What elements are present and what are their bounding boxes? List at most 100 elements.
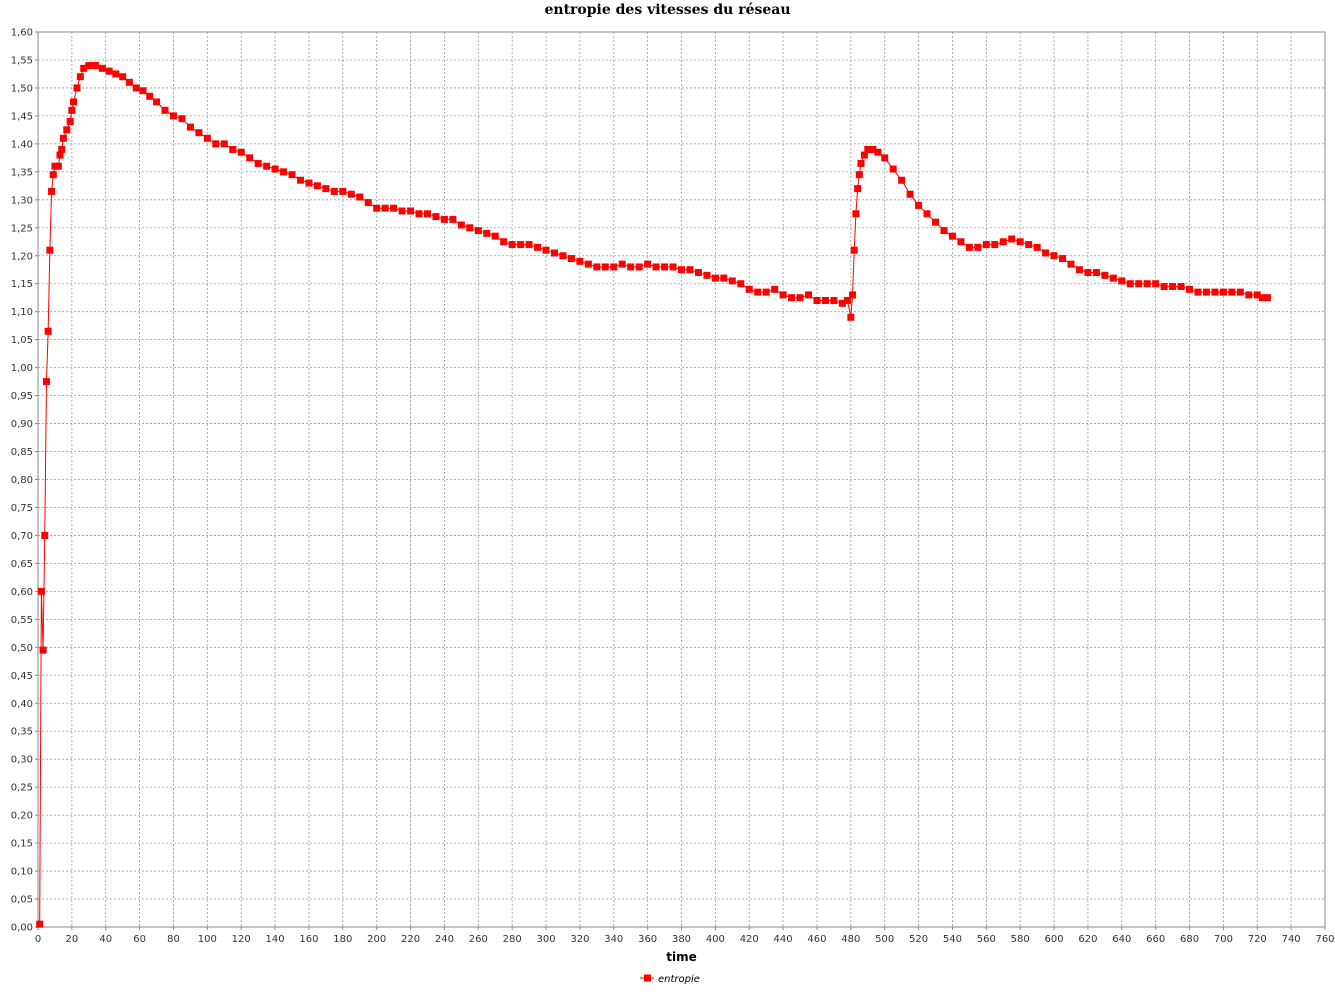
y-tick-label: 1,00: [11, 363, 33, 374]
data-point: [915, 201, 923, 209]
data-point: [41, 531, 49, 539]
y-tick-label: 1,30: [11, 195, 33, 206]
data-point: [940, 227, 948, 235]
y-tick-label: 0,95: [11, 391, 33, 402]
x-tick-label: 500: [875, 934, 894, 945]
data-point: [112, 70, 120, 78]
data-point: [1194, 288, 1202, 296]
data-point: [694, 269, 702, 277]
data-point: [373, 204, 381, 212]
data-point: [246, 154, 254, 162]
data-point: [457, 221, 465, 229]
x-tick-label: 600: [1045, 934, 1064, 945]
data-point: [449, 215, 457, 223]
data-point: [1258, 294, 1266, 302]
data-point: [1143, 280, 1151, 288]
data-point: [999, 238, 1007, 246]
x-tick-label: 580: [1011, 934, 1030, 945]
data-point: [1033, 243, 1041, 251]
data-point: [80, 64, 88, 72]
x-tick-label: 460: [807, 934, 826, 945]
data-point: [42, 378, 50, 386]
data-point: [1177, 283, 1185, 291]
x-tick-label: 540: [943, 934, 962, 945]
legend-label: entropie: [658, 974, 700, 985]
data-point: [838, 299, 846, 307]
y-tick-label: 0,10: [11, 867, 33, 878]
y-tick-label: 0,50: [11, 643, 33, 654]
data-point: [932, 218, 940, 226]
data-point: [534, 243, 542, 251]
y-tick-label: 1,55: [11, 55, 33, 66]
data-point: [948, 232, 956, 240]
data-point: [525, 241, 533, 249]
x-tick-label: 380: [672, 934, 691, 945]
data-point: [982, 241, 990, 249]
x-tick-label: 60: [133, 934, 146, 945]
x-tick-label: 240: [435, 934, 454, 945]
data-point: [76, 73, 84, 81]
data-point: [220, 140, 228, 148]
data-point: [635, 263, 643, 271]
data-point: [847, 313, 855, 321]
data-point: [567, 255, 575, 263]
y-tick-label: 0,55: [11, 615, 33, 626]
data-point: [618, 260, 626, 268]
data-point: [1245, 291, 1253, 299]
data-point: [821, 297, 829, 304]
data-point: [58, 145, 66, 153]
x-tick-label: 420: [740, 934, 759, 945]
y-tick-label: 0,40: [11, 699, 33, 710]
data-point: [881, 154, 889, 162]
data-point: [542, 246, 550, 254]
data-point: [860, 151, 868, 159]
data-point: [73, 84, 81, 92]
data-point: [364, 199, 372, 207]
data-point: [779, 291, 787, 299]
data-point: [857, 159, 865, 167]
x-tick-label: 0: [35, 934, 41, 945]
data-point: [1253, 291, 1261, 299]
data-point: [610, 263, 618, 271]
y-tick-label: 0,00: [11, 923, 33, 934]
data-point: [906, 190, 914, 198]
y-tick-label: 1,15: [11, 279, 33, 290]
x-tick-label: 740: [1282, 934, 1301, 945]
data-point: [49, 171, 57, 179]
data-point: [813, 297, 821, 304]
data-point: [440, 215, 448, 223]
data-point: [1059, 255, 1067, 263]
y-tick-label: 0,90: [11, 419, 33, 430]
data-point: [661, 263, 669, 271]
y-tick-label: 1,50: [11, 83, 33, 94]
data-point: [1211, 288, 1219, 296]
data-point: [237, 148, 245, 156]
data-point: [153, 98, 161, 106]
data-point: [1169, 283, 1177, 291]
data-point: [1101, 271, 1109, 279]
data-point: [330, 187, 338, 195]
data-point: [559, 252, 567, 260]
x-tick-label: 140: [266, 934, 285, 945]
data-point: [1092, 269, 1100, 277]
data-point: [44, 327, 52, 335]
x-tick-label: 20: [66, 934, 79, 945]
x-tick-label: 260: [469, 934, 488, 945]
data-point: [720, 274, 728, 282]
x-tick-label: 280: [503, 934, 522, 945]
y-tick-label: 0,80: [11, 475, 33, 486]
data-point: [1016, 238, 1024, 246]
data-point: [584, 260, 592, 268]
data-point: [54, 162, 62, 170]
data-point: [407, 207, 415, 215]
y-tick-label: 1,20: [11, 251, 33, 262]
x-tick-label: 360: [638, 934, 657, 945]
data-point: [850, 246, 858, 254]
data-point: [39, 646, 47, 654]
data-point: [1135, 280, 1143, 288]
data-point: [466, 224, 474, 232]
x-tick-label: 220: [401, 934, 420, 945]
x-tick-label: 160: [299, 934, 318, 945]
data-point: [36, 920, 44, 928]
data-point: [280, 168, 288, 176]
